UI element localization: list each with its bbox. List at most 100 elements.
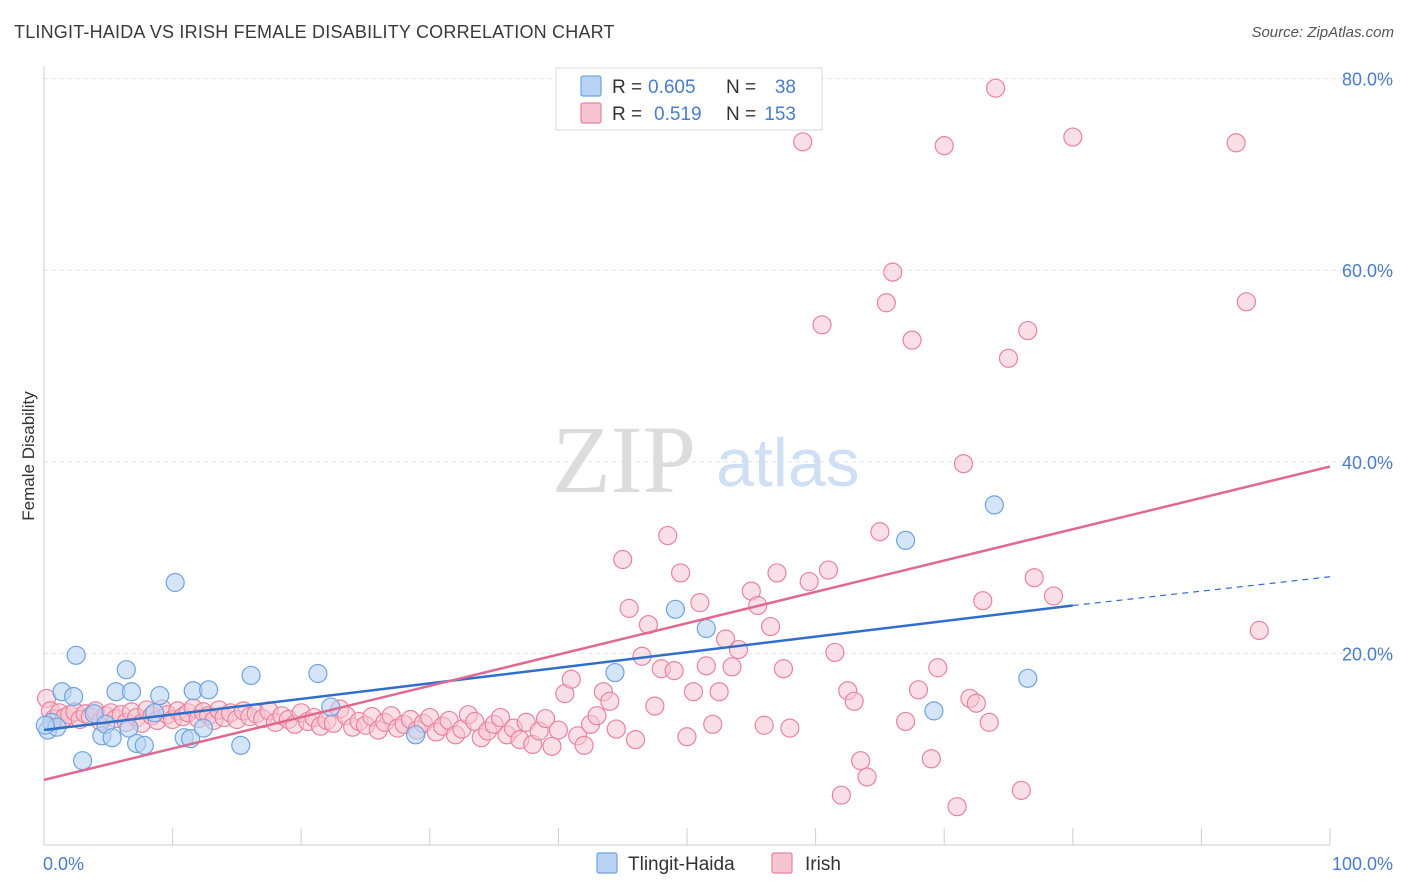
- irish-point: [773, 659, 794, 679]
- tlingit-haida-point: [144, 703, 165, 723]
- tlingit-haida-point: [1018, 668, 1038, 688]
- irish-point: [870, 522, 890, 542]
- legend-n-label: N =: [726, 104, 756, 125]
- tlingit-haida-point: [321, 697, 341, 717]
- tlingit-haida-point: [199, 680, 219, 700]
- irish-point: [934, 136, 954, 156]
- irish-point: [658, 525, 678, 546]
- irish-point: [883, 262, 903, 282]
- irish-point: [825, 642, 845, 663]
- irish-point: [1043, 586, 1064, 606]
- irish-point: [625, 730, 646, 750]
- tlingit-haida-point: [102, 728, 122, 748]
- irish-points: [36, 78, 1269, 817]
- irish-point: [760, 616, 781, 637]
- tlingit-haida-point: [605, 662, 625, 683]
- tlingit-haida-point: [134, 735, 154, 755]
- legend-r-label: R =: [612, 77, 642, 98]
- irish-point: [876, 293, 896, 313]
- source-credit: Source: ZipAtlas.com: [1251, 24, 1394, 41]
- irish-point: [818, 560, 839, 580]
- irish-point: [703, 714, 723, 734]
- irish-point: [780, 718, 800, 738]
- watermark-atlas: atlas: [716, 425, 860, 501]
- y-tick-label: 60.0%: [1342, 261, 1393, 281]
- irish-point: [831, 785, 851, 805]
- irish-point: [857, 767, 877, 787]
- irish-point: [709, 682, 729, 702]
- irish-point: [587, 706, 607, 726]
- irish-point: [896, 711, 916, 732]
- y-tick-label: 20.0%: [1342, 644, 1393, 664]
- irish-trend-line: [43, 465, 1331, 782]
- irish-point: [722, 657, 742, 677]
- irish-point: [606, 719, 626, 739]
- irish-point: [696, 656, 716, 676]
- irish-point: [664, 661, 684, 681]
- tlingit-haida-point: [193, 718, 214, 738]
- legend-n-value: 38: [775, 77, 796, 98]
- irish-point: [690, 593, 710, 613]
- irish-point: [799, 571, 819, 592]
- irish-point: [921, 749, 941, 769]
- irish-point: [793, 132, 813, 152]
- tlingit-haida-trend-line: [43, 604, 1073, 732]
- irish-point: [947, 797, 967, 817]
- gridlines: [44, 78, 1392, 654]
- bottom-legend-label-irish: Irish: [805, 854, 841, 875]
- bottom-legend-label-tlingit: Tlingit-Haida: [628, 854, 735, 875]
- bottom-legend-swatch-tlingit: [596, 852, 618, 874]
- irish-point: [1063, 127, 1083, 147]
- irish-point: [979, 712, 999, 732]
- irish-point: [1236, 292, 1257, 312]
- irish-point: [490, 707, 511, 728]
- irish-point: [548, 720, 569, 740]
- tlingit-haida-points: [35, 495, 1038, 771]
- y-axis-label: Female Disability: [19, 391, 38, 521]
- tlingit-haida-point: [121, 682, 142, 702]
- irish-point: [542, 736, 562, 756]
- tlingit-haida-point: [116, 660, 136, 680]
- irish-point: [619, 598, 639, 618]
- tlingit-haida-point: [66, 645, 86, 665]
- x-tick-label: 100.0%: [1332, 854, 1393, 874]
- irish-point: [966, 693, 986, 713]
- tlingit-haida-point: [984, 495, 1004, 515]
- irish-point: [1024, 568, 1044, 588]
- tlingit-haida-point: [241, 665, 261, 686]
- irish-point: [986, 78, 1006, 98]
- irish-point: [728, 639, 749, 660]
- irish-point: [683, 682, 704, 702]
- legend-r-value: 0.605: [648, 77, 696, 98]
- tlingit-haida-point: [696, 618, 716, 639]
- tlingit-haida-point: [72, 751, 93, 771]
- y-tick-labels: 20.0% 40.0% 60.0% 80.0%: [1342, 70, 1393, 665]
- irish-point: [574, 735, 594, 755]
- watermark: ZIP atlas: [552, 406, 860, 513]
- legend-r-value: 0.519: [654, 104, 702, 125]
- irish-point: [902, 330, 922, 350]
- y-tick-label: 80.0%: [1342, 70, 1393, 90]
- legend-n-value: 153: [764, 104, 796, 125]
- tlingit-haida-point: [665, 599, 686, 619]
- tlingit-haida-point: [165, 572, 185, 593]
- irish-point: [767, 563, 787, 583]
- irish-point: [465, 711, 485, 732]
- tlingit-haida-point: [896, 530, 916, 550]
- bottom-legend-swatch-irish: [771, 852, 793, 874]
- legend-swatch-irish: [580, 102, 602, 124]
- legend-n-label: N =: [726, 77, 756, 98]
- irish-point: [851, 751, 871, 771]
- tlingit-haida-point: [406, 725, 426, 745]
- bottom-legend: Tlingit-Haida Irish: [596, 852, 841, 875]
- tlingit-haida-trend-extension: [1072, 576, 1331, 607]
- irish-point: [600, 691, 620, 711]
- irish-point: [677, 727, 697, 747]
- tlingit-haida-point: [308, 663, 328, 684]
- chart-title: TLINGIT-HAIDA VS IRISH FEMALE DISABILITY…: [14, 22, 615, 42]
- tlingit-haida-point: [924, 701, 944, 721]
- irish-point: [1011, 780, 1031, 800]
- irish-point: [1018, 320, 1038, 341]
- x-tick-labels: 0.0% 100.0%: [43, 854, 1393, 874]
